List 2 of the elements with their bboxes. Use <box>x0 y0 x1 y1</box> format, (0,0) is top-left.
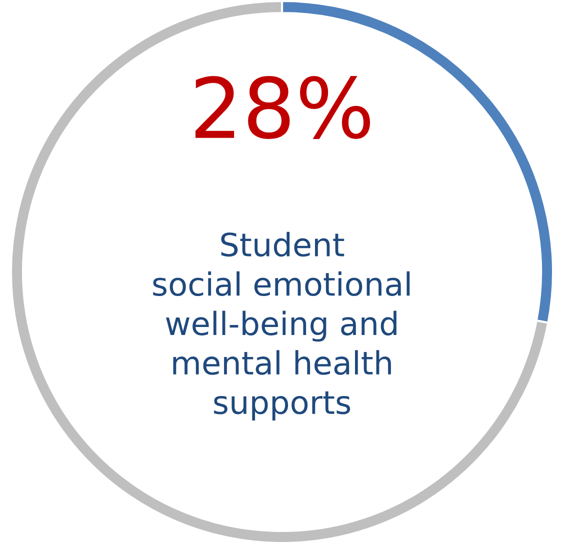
data-label: 28% <box>195 76 370 139</box>
text: Student social emotional well-being and mental health supports <box>153 232 410 420</box>
